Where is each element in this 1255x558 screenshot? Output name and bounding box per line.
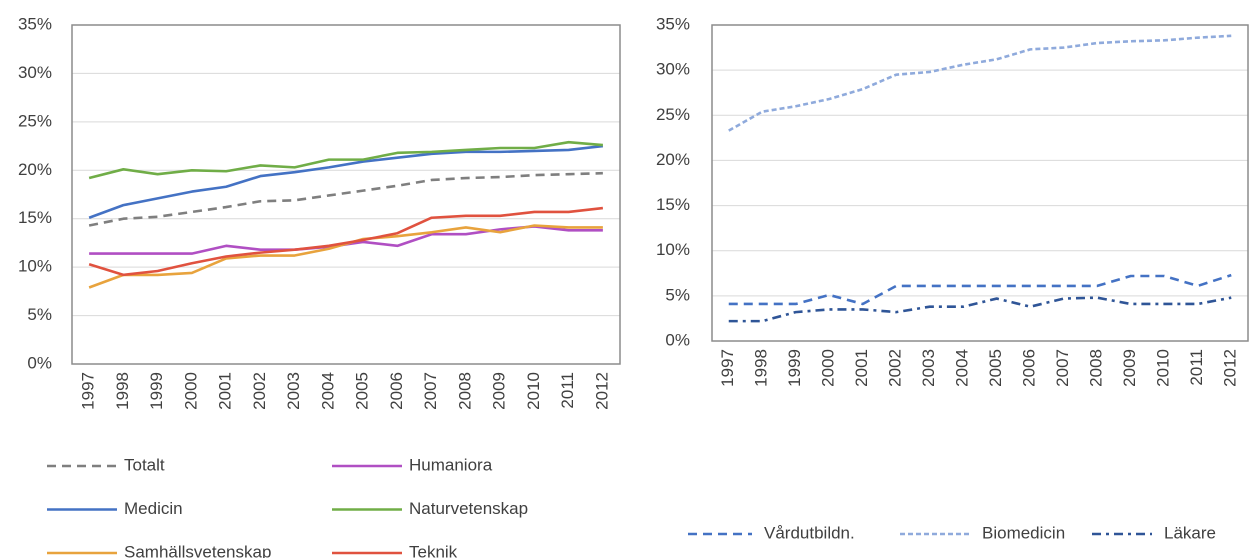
x-tick-label: 2005	[353, 372, 372, 410]
x-tick-label: 1998	[752, 349, 771, 387]
x-tick-label: 2011	[558, 372, 577, 409]
y-tick-label: 20%	[18, 160, 52, 179]
legend-label: Humaniora	[409, 455, 493, 474]
y-tick-label: 5%	[27, 305, 52, 324]
x-tick-label: 2009	[490, 372, 509, 410]
legend-label: Vårdutbildn.	[764, 523, 855, 542]
x-tick-label: 1998	[113, 372, 132, 410]
y-tick-label: 10%	[18, 257, 52, 276]
legend-label: Samhällsvetenskap	[124, 542, 271, 558]
x-tick-label: 1999	[785, 349, 804, 387]
legend-label: Biomedicin	[982, 523, 1065, 542]
y-tick-label: 10%	[656, 240, 690, 259]
x-tick-label: 2007	[421, 372, 440, 410]
x-tick-label: 1999	[147, 372, 166, 410]
x-tick-label: 2008	[455, 372, 474, 410]
x-tick-label: 2002	[250, 372, 269, 410]
x-tick-label: 2004	[953, 349, 972, 387]
x-tick-label: 2007	[1053, 349, 1072, 387]
x-tick-label: 2005	[986, 349, 1005, 387]
x-tick-label: 2001	[852, 349, 871, 387]
y-tick-label: 30%	[18, 63, 52, 82]
legend-label: Teknik	[409, 542, 458, 558]
legend-label: Medicin	[124, 499, 183, 518]
plot-frame	[711, 24, 1249, 342]
x-tick-label: 2010	[1154, 349, 1173, 387]
x-tick-label: 2011	[1187, 349, 1206, 386]
x-tick-label: 1997	[718, 349, 737, 387]
x-tick-label: 2006	[387, 372, 406, 410]
y-tick-label: 0%	[27, 353, 52, 372]
y-tick-label: 25%	[656, 105, 690, 124]
x-tick-label: 1997	[79, 372, 98, 410]
x-tick-label: 2002	[886, 349, 905, 387]
x-tick-label: 2012	[592, 372, 611, 410]
y-tick-label: 15%	[18, 208, 52, 227]
series-line	[88, 171, 603, 227]
x-tick-label: 2000	[819, 349, 838, 387]
x-tick-label: 2012	[1221, 349, 1240, 387]
series-line	[728, 296, 1232, 323]
y-tick-label: 0%	[665, 330, 690, 349]
legend-label: Naturvetenskap	[409, 499, 528, 518]
y-tick-label: 35%	[18, 14, 52, 33]
x-tick-label: 2003	[919, 349, 938, 387]
series-line	[89, 225, 603, 255]
x-tick-label: 2008	[1087, 349, 1106, 387]
y-tick-label: 5%	[665, 285, 690, 304]
y-tick-label: 30%	[656, 60, 690, 79]
y-tick-label: 15%	[656, 195, 690, 214]
x-tick-label: 2006	[1020, 349, 1039, 387]
series-line	[728, 273, 1232, 306]
series-line	[88, 144, 604, 219]
x-tick-label: 2009	[1120, 349, 1139, 387]
x-tick-label: 2000	[181, 372, 200, 410]
series-line	[88, 224, 603, 289]
series-line	[88, 140, 603, 180]
y-tick-label: 25%	[18, 111, 52, 130]
y-tick-label: 35%	[656, 14, 690, 33]
x-tick-label: 2004	[318, 372, 337, 410]
legend-label: Totalt	[124, 455, 165, 474]
series-line	[728, 34, 1232, 132]
x-tick-label: 2010	[524, 372, 543, 410]
series-line	[88, 206, 604, 277]
x-tick-label: 2003	[284, 372, 303, 410]
plot-frame	[71, 24, 621, 365]
legend-label: Läkare	[1164, 523, 1216, 542]
x-tick-label: 2001	[216, 372, 235, 410]
y-tick-label: 20%	[656, 150, 690, 169]
